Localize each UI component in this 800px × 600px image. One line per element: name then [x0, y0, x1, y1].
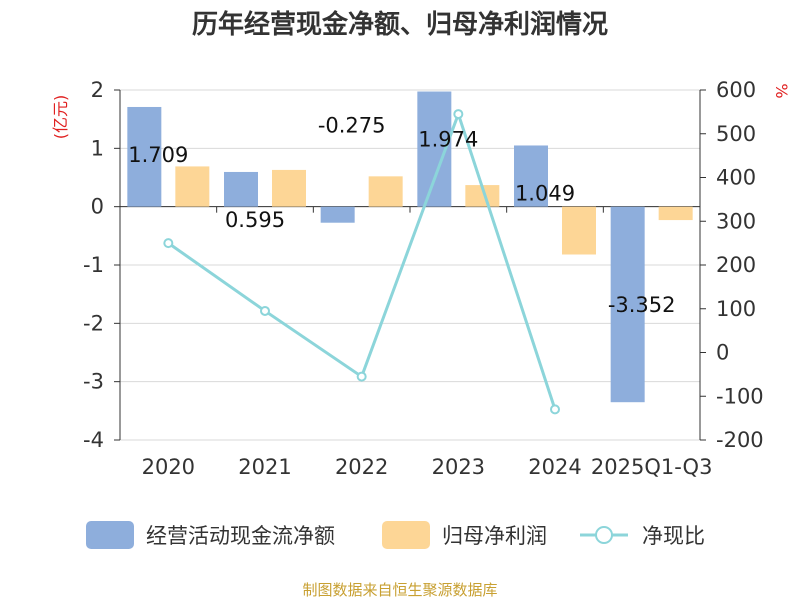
category-label: 2024: [528, 455, 581, 479]
right-tick-label: 0: [716, 341, 729, 365]
right-tick-label: 300: [716, 209, 756, 233]
net-profit-bar: [658, 206, 693, 221]
data-labels: 1.709 0.595 -0.275 1.974 1.049 -3.352: [128, 114, 675, 317]
legend-label-profit: 归母净利润: [442, 524, 547, 548]
right-axis-unit: %: [772, 83, 791, 98]
category-label: 2021: [238, 455, 291, 479]
cash-flow-bar: [320, 206, 355, 223]
cash-flow-value-label: -0.275: [318, 114, 386, 138]
cash-flow-value-label: 1.974: [418, 128, 478, 152]
axes: 210-1-2-3-46005004003002001000-100-20020…: [51, 78, 791, 479]
cash-flow-value-label: 0.595: [225, 208, 285, 232]
ratio-point: [356, 371, 367, 382]
left-tick-label: -1: [83, 253, 104, 277]
cash-flow-value-label: 1.709: [128, 143, 188, 167]
left-tick-label: 0: [91, 195, 104, 219]
left-tick-label: -4: [83, 428, 104, 452]
right-tick-label: 200: [716, 253, 756, 277]
chart-title: 历年经营现金净额、归母净利润情况: [192, 9, 608, 40]
ratio-point: [550, 404, 560, 415]
bars: [127, 91, 693, 403]
right-tick-label: -200: [716, 428, 764, 452]
net-profit-bar: [272, 169, 306, 207]
right-tick-label: 400: [716, 166, 756, 190]
legend-marker-ratio: [595, 526, 613, 544]
ratio-point: [163, 238, 174, 249]
ratio-point: [453, 109, 464, 120]
net-profit-bar: [465, 185, 500, 207]
net-profit-bar: [368, 176, 403, 207]
category-label: 2023: [432, 455, 485, 479]
ratio-polyline: [167, 109, 557, 410]
category-label: 2025Q1-Q3: [591, 455, 713, 479]
cash-flow-bar: [514, 145, 548, 207]
cash-flow-bar: [610, 206, 645, 403]
legend-label-ratio: 净现比: [642, 524, 705, 548]
right-tick-label: 500: [716, 122, 756, 146]
net-profit-bar: [562, 206, 596, 255]
net-profit-bar: [175, 166, 210, 207]
cash-flow-value-label: 1.049: [515, 181, 575, 205]
legend: 经营活动现金流净额 归母净利润 净现比: [86, 521, 705, 549]
category-label: 2020: [142, 455, 195, 479]
legend-swatch-profit: [382, 521, 430, 549]
cash-flow-bar: [224, 171, 258, 207]
right-tick-label: -100: [716, 384, 764, 408]
left-tick-label: -3: [83, 370, 104, 394]
left-tick-label: -2: [83, 311, 104, 335]
legend-swatch-cash: [86, 521, 134, 549]
left-tick-label: 2: [91, 78, 104, 102]
left-tick-label: 1: [91, 136, 104, 160]
left-axis-unit: (亿元): [51, 95, 70, 140]
cash-flow-value-label: -3.352: [608, 293, 676, 317]
ratio-point: [260, 305, 270, 316]
right-tick-label: 600: [716, 78, 756, 102]
right-tick-label: 100: [716, 297, 756, 321]
category-label: 2022: [335, 455, 388, 479]
cash-flow-bar: [127, 106, 162, 207]
ratio-line: [163, 109, 560, 415]
source-note: 制图数据来自恒生聚源数据库: [302, 581, 497, 599]
legend-label-cash: 经营活动现金流净额: [146, 524, 335, 548]
